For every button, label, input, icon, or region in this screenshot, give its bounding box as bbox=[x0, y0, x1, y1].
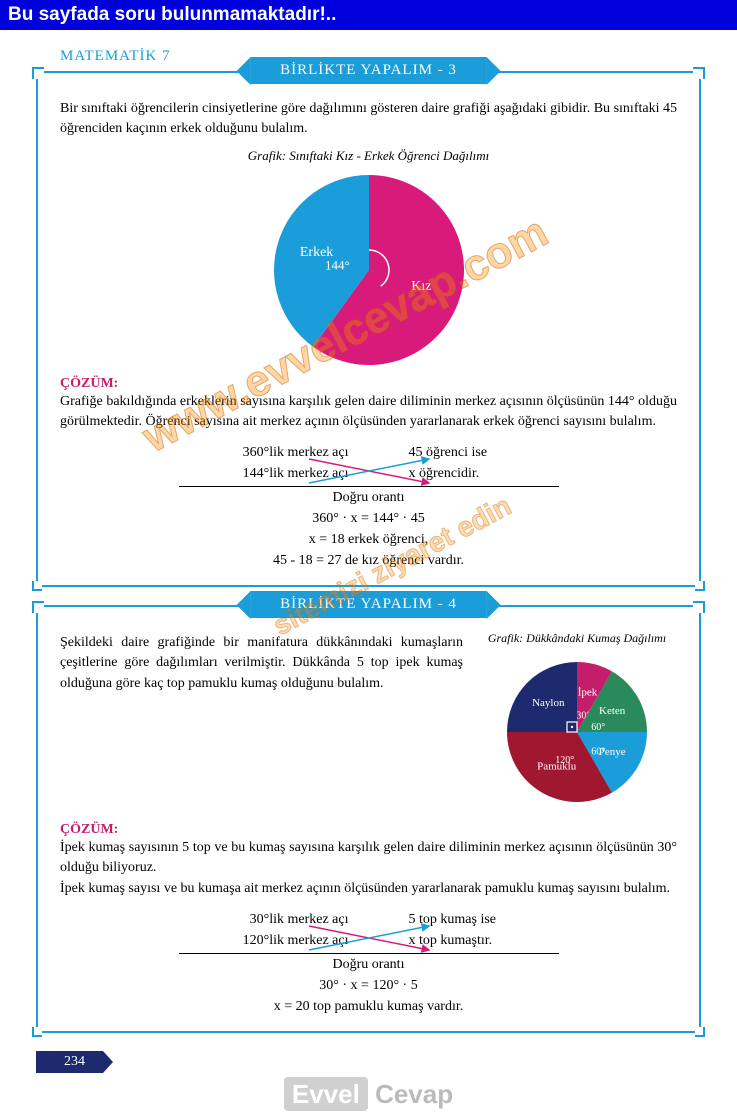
svg-text:Kız: Kız bbox=[411, 279, 431, 294]
prop-row: 360°lik merkez açı bbox=[179, 442, 349, 463]
footer-logo-right: Cevap bbox=[375, 1079, 453, 1109]
prop-line: x = 18 erkek öğrenci, bbox=[60, 529, 677, 550]
prop-line: 360° · x = 144° · 45 bbox=[60, 508, 677, 529]
prop-row: 120°lik merkez açı bbox=[179, 930, 349, 951]
exercise-3-solution-label: ÇÖZÜM: bbox=[60, 376, 677, 392]
prop-line: Doğru orantı bbox=[60, 487, 677, 508]
prop-line: 30° · x = 120° · 5 bbox=[60, 975, 677, 996]
exercise-3-pie-chart: KızErkek144° bbox=[60, 170, 677, 370]
svg-text:İpek: İpek bbox=[578, 687, 598, 699]
svg-text:144°: 144° bbox=[325, 257, 350, 272]
prop-line: x = 20 top pamuklu kumaş vardır. bbox=[60, 996, 677, 1017]
exercise-4-pie-chart: İpek30°Keten60°Penye60°Pamuklu120°Naylon bbox=[477, 652, 677, 812]
top-banner: Bu sayfada soru bulunmamaktadır!.. bbox=[0, 0, 737, 30]
prop-row: 144°lik merkez açı bbox=[179, 463, 349, 484]
prop-row: 45 öğrenci ise bbox=[409, 442, 559, 463]
prop-row: 5 top kumaş ise bbox=[409, 909, 559, 930]
svg-text:60°: 60° bbox=[591, 746, 605, 757]
exercise-3-title: BİRLİKTE YAPALIM - 3 bbox=[250, 57, 487, 84]
svg-text:60°: 60° bbox=[591, 722, 605, 733]
exercise-4-proportion: 30°lik merkez açı 5 top kumaş ise 120°li… bbox=[60, 909, 677, 1017]
exercise-4-chart-title: Grafik: Dükkândaki Kumaş Dağılımı bbox=[477, 631, 677, 646]
exercise-3-chart-title: Grafik: Sınıftaki Kız - Erkek Öğrenci Da… bbox=[60, 148, 677, 164]
exercise-4-solution-intro: İpek kumaş sayısının 5 top ve bu kumaş s… bbox=[60, 838, 677, 899]
exercise-3-box: BİRLİKTE YAPALIM - 3 Bir sınıftaki öğren… bbox=[36, 71, 701, 587]
prop-row: x top kumaştır. bbox=[409, 930, 559, 951]
page-number-wrap: 234 bbox=[36, 1051, 701, 1073]
exercise-3-proportion: 360°lik merkez açı 45 öğrenci ise 144°li… bbox=[60, 442, 677, 571]
footer-logo: Evvel Cevap bbox=[36, 1079, 701, 1110]
page-content: www.evvelcevap.com sitemizi ziyaret edin… bbox=[0, 30, 737, 1120]
exercise-4-problem: Şekildeki daire grafiğinde bir manifatur… bbox=[60, 633, 463, 694]
exercise-3-problem: Bir sınıftaki öğrencilerin cinsiyetlerin… bbox=[60, 99, 677, 140]
svg-text:Keten: Keten bbox=[599, 705, 626, 717]
prop-line: Doğru orantı bbox=[60, 954, 677, 975]
prop-row: x öğrencidir. bbox=[409, 463, 559, 484]
prop-row: 30°lik merkez açı bbox=[179, 909, 349, 930]
prop-line: 45 - 18 = 27 de kız öğrenci vardır. bbox=[60, 550, 677, 571]
exercise-4-title: BİRLİKTE YAPALIM - 4 bbox=[250, 591, 487, 618]
footer-logo-left: Evvel bbox=[284, 1077, 368, 1111]
page-number: 234 bbox=[36, 1051, 103, 1073]
exercise-4-solution-label: ÇÖZÜM: bbox=[60, 822, 677, 838]
exercise-3-solution-intro: Grafiğe bakıldığında erkeklerin sayısına… bbox=[60, 392, 677, 433]
svg-text:Naylon: Naylon bbox=[532, 697, 565, 709]
exercise-4-box: BİRLİKTE YAPALIM - 4 Şekildeki daire gra… bbox=[36, 605, 701, 1033]
svg-text:120°: 120° bbox=[555, 755, 574, 766]
